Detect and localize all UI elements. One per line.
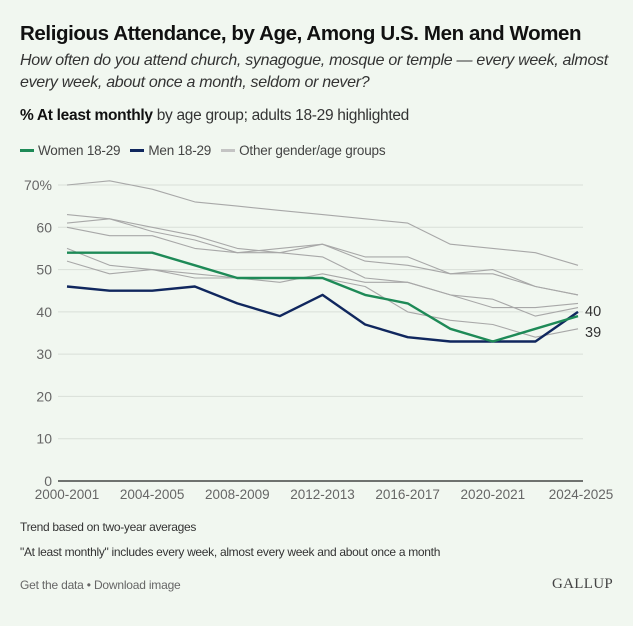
- x-tick-label: 2024-2025: [549, 487, 614, 502]
- measure-description: % At least monthly by age group; adults …: [20, 107, 409, 125]
- series-line-other-e: [66, 247, 579, 317]
- y-tick-label: 20: [36, 388, 52, 404]
- chart-title: Religious Attendance, by Age, Among U.S.…: [20, 22, 582, 45]
- legend-label-women: Women 18-29: [38, 143, 121, 158]
- measure-bold: % At least monthly: [20, 107, 153, 124]
- series-line-women-18-29: [67, 251, 579, 343]
- y-tick-label: 70%: [24, 177, 52, 193]
- y-tick-label: 50: [36, 262, 52, 278]
- x-tick-label: 2000-2001: [35, 487, 100, 502]
- y-tick-label: 40: [36, 304, 52, 320]
- end-label-women-18-29: 39: [585, 325, 601, 341]
- x-tick-label: 2012-2013: [290, 487, 355, 502]
- y-tick-label: 30: [36, 346, 52, 362]
- series-line-other-b: [66, 214, 579, 296]
- legend-item-men: Men 18-29: [130, 143, 211, 158]
- footer-links: Get the data • Download image: [20, 578, 181, 592]
- legend-swatch-women: [20, 149, 34, 152]
- legend-swatch-men: [130, 149, 145, 152]
- legend-label-other: Other gender/age groups: [239, 143, 386, 158]
- legend: Women 18-29 Men 18-29 Other gender/age g…: [20, 143, 386, 158]
- link-separator: •: [83, 578, 94, 592]
- x-tick-label: 2004-2005: [120, 487, 185, 502]
- get-data-link[interactable]: Get the data: [20, 578, 84, 592]
- series-line-other-d: [66, 226, 579, 309]
- legend-item-other: Other gender/age groups: [221, 143, 386, 158]
- legend-swatch-other: [221, 149, 236, 152]
- y-tick-label: 10: [36, 431, 52, 447]
- x-tick-label: 2008-2009: [205, 487, 270, 502]
- legend-item-women: Women 18-29: [20, 143, 121, 158]
- x-tick-label: 2016-2017: [375, 487, 440, 502]
- series-line-men-18-29: [66, 285, 579, 343]
- gallup-logo: GALLUP: [552, 576, 613, 592]
- y-tick-label: 60: [36, 219, 52, 235]
- end-label-men-18-29: 40: [585, 304, 601, 320]
- x-tick-label: 2020-2021: [461, 487, 526, 502]
- legend-label-men: Men 18-29: [148, 143, 212, 158]
- footnote-definition: "At least monthly" includes every week, …: [20, 545, 441, 559]
- y-tick-label: 0: [44, 473, 52, 489]
- chart-subtitle: How often do you attend church, synagogu…: [20, 52, 608, 91]
- measure-rest: by age group; adults 18-29 highlighted: [152, 107, 410, 124]
- footnote-two-year: Trend based on two-year averages: [20, 520, 197, 534]
- download-image-link[interactable]: Download image: [93, 578, 181, 592]
